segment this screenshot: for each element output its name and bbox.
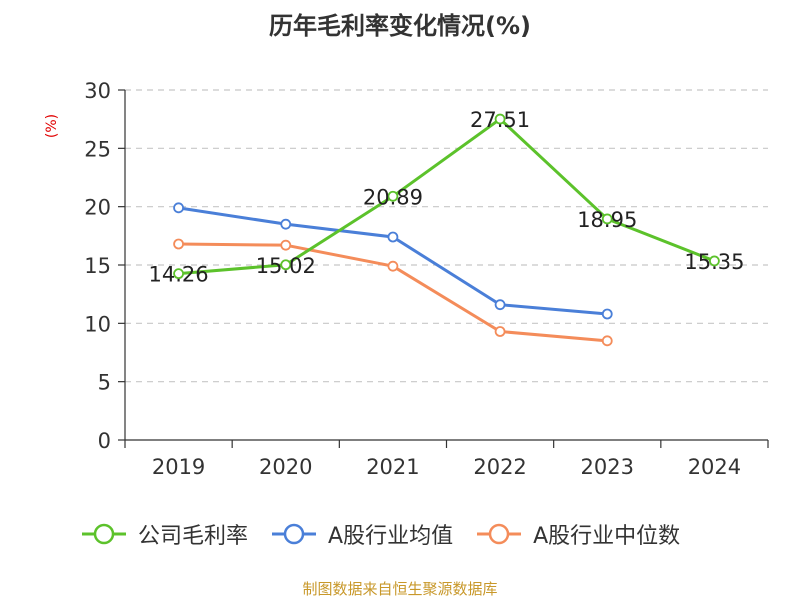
legend-marker-icon (272, 523, 317, 545)
legend-item-industry-median[interactable]: A股行业中位数 (475, 518, 680, 550)
data-point (387, 231, 399, 243)
data-point (280, 259, 292, 271)
chart-title: 历年毛利率变化情况(%) (269, 12, 531, 40)
legend-label: A股行业均值 (328, 524, 454, 549)
data-point (601, 308, 613, 320)
legend-label: 公司毛利率 (138, 524, 249, 549)
data-point (494, 299, 506, 311)
legend-item-company-margin[interactable]: 公司毛利率 (80, 518, 248, 550)
legend-item-industry-mean[interactable]: A股行业均值 (270, 518, 453, 550)
y-tick-label: 10 (84, 312, 111, 336)
series-line (178, 242, 608, 343)
data-point (387, 190, 399, 202)
y-tick-label: 5 (98, 371, 111, 395)
y-tick-label: 25 (84, 137, 111, 161)
data-point (494, 113, 506, 125)
data-point (601, 335, 613, 347)
data-label: 15.02 (256, 254, 316, 278)
data-label: 14.26 (149, 263, 209, 287)
data-label: 18.95 (577, 208, 637, 232)
data-point (601, 213, 613, 225)
y-tick-label: 15 (84, 254, 111, 278)
data-point (280, 218, 292, 230)
data-label: 15.35 (684, 250, 744, 274)
x-tick-label: 2019 (152, 455, 205, 479)
data-point (173, 268, 184, 280)
x-tick-label: 2024 (688, 455, 741, 479)
data-point (173, 202, 184, 214)
data-point (173, 238, 184, 250)
legend-marker-icon (477, 523, 522, 545)
data-label: 20.89 (363, 185, 423, 209)
x-tick-label: 2022 (473, 455, 526, 479)
x-tick-label: 2023 (581, 455, 634, 479)
y-tick-label: 20 (84, 196, 111, 220)
data-point (280, 239, 292, 251)
y-tick-label: 0 (98, 429, 111, 453)
legend-label: A股行业中位数 (533, 524, 681, 549)
source-note: 制图数据来自恒生聚源数据库 (302, 580, 498, 598)
data-point (709, 255, 720, 267)
data-label: 27.51 (470, 108, 530, 132)
y-tick-label: 30 (84, 79, 111, 103)
legend: 公司毛利率 A股行业均值 A股行业中位数 (80, 518, 702, 550)
data-point (387, 260, 399, 272)
x-tick-label: 2021 (366, 455, 419, 479)
x-tick-label: 2020 (259, 455, 312, 479)
data-point (494, 326, 506, 337)
legend-marker-icon (82, 523, 126, 545)
series-line (178, 117, 715, 276)
